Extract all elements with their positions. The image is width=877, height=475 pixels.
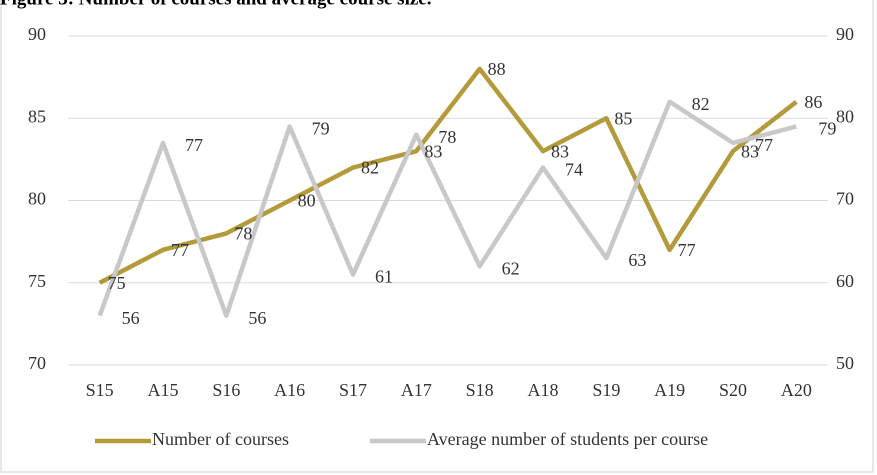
x-tick-label: S19 xyxy=(592,380,620,400)
x-tick-label: S15 xyxy=(86,380,114,400)
data-label: 79 xyxy=(818,119,836,139)
data-label: 78 xyxy=(234,224,252,244)
data-label: 83 xyxy=(424,141,442,161)
x-tick-label: A15 xyxy=(148,380,179,400)
series-line xyxy=(98,66,798,285)
x-tick-label: A18 xyxy=(528,380,559,400)
y-tick-label: 75 xyxy=(28,271,46,291)
y2-tick-label: 70 xyxy=(836,189,854,209)
y2-tick-label: 90 xyxy=(836,24,854,44)
x-tick-label: S20 xyxy=(719,380,747,400)
y2-tick-label: 80 xyxy=(836,106,854,126)
data-label: 75 xyxy=(108,273,126,293)
x-tick-label: S16 xyxy=(212,380,240,400)
y-tick-label: 90 xyxy=(28,24,46,44)
data-label: 77 xyxy=(755,135,773,155)
x-tick-label: A17 xyxy=(401,380,432,400)
x-tick-label: S17 xyxy=(339,380,367,400)
data-label: 83 xyxy=(741,141,759,161)
data-label: 77 xyxy=(185,135,203,155)
data-label: 63 xyxy=(628,250,646,270)
y2-tick-label: 50 xyxy=(836,353,854,373)
data-label: 86 xyxy=(804,92,822,112)
data-label: 83 xyxy=(551,141,569,161)
series-line xyxy=(97,99,797,318)
x-tick-label: A19 xyxy=(654,380,685,400)
data-label: 74 xyxy=(565,160,583,180)
x-tick-label: S18 xyxy=(466,380,494,400)
legend-label: Number of courses xyxy=(152,429,289,449)
chart-title: Figure 3: Number of courses and average … xyxy=(0,0,431,9)
data-label: 61 xyxy=(375,267,393,287)
data-label: 79 xyxy=(312,119,330,139)
data-label: 88 xyxy=(488,59,506,79)
x-tick-label: A16 xyxy=(274,380,305,400)
data-label: 80 xyxy=(298,191,316,211)
data-label: 62 xyxy=(502,258,520,278)
data-label: 77 xyxy=(171,240,189,260)
legend-label: Average number of students per course xyxy=(427,429,708,449)
y-tick-label: 70 xyxy=(28,353,46,373)
y-tick-label: 85 xyxy=(28,106,46,126)
data-label: 78 xyxy=(438,127,456,147)
data-label: 82 xyxy=(692,94,710,114)
y-tick-label: 80 xyxy=(28,189,46,209)
data-label: 82 xyxy=(361,158,379,178)
data-label: 85 xyxy=(614,108,632,128)
y2-tick-label: 60 xyxy=(836,271,854,291)
data-label: 56 xyxy=(122,308,140,328)
data-label: 77 xyxy=(678,240,696,260)
x-tick-label: A20 xyxy=(781,380,812,400)
data-label: 56 xyxy=(248,308,266,328)
